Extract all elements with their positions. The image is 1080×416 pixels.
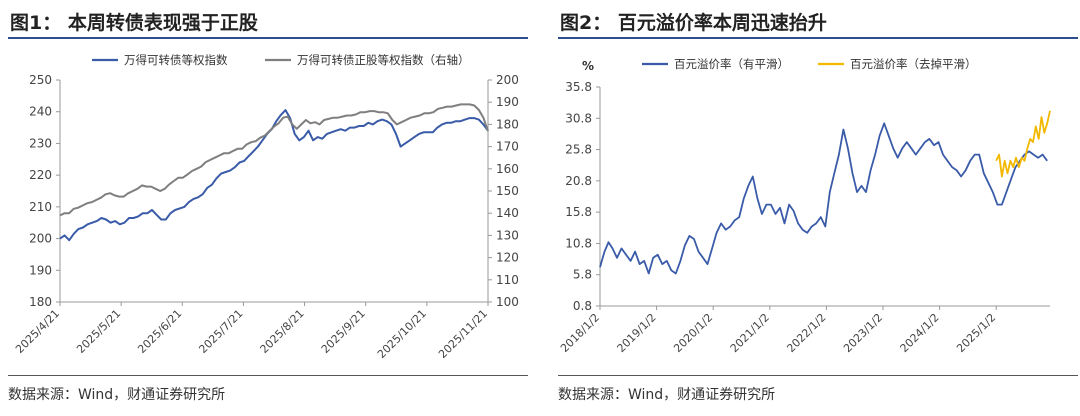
x-axis-tick-label: 2025/7/21 <box>196 307 245 356</box>
x-axis-tick-label: 2025/6/21 <box>135 307 184 356</box>
left-axis-tick-label: 220 <box>29 168 52 182</box>
right-axis-tick-label: 100 <box>496 295 519 309</box>
left-axis-tick-label: 210 <box>29 200 52 214</box>
x-axis-tick-label: 2024/1/2 <box>898 311 942 355</box>
y-axis-tick-label: 10.8 <box>565 236 592 250</box>
chart-1-svg: 180 190 200 210 220 230 240 250 100 110 120 130 140 1… <box>13 53 519 361</box>
left-axis-tick-label: 240 <box>29 105 52 119</box>
legend-label-2: 百元溢价率（去掉平滑） <box>850 57 977 71</box>
x-axis-tick-label: 2019/1/2 <box>615 311 659 355</box>
right-axis-tick-label: 130 <box>496 228 519 242</box>
y-axis-tick-label: 35.8 <box>565 80 592 94</box>
x-axis-tick-label: 2021/1/2 <box>728 311 772 355</box>
legend-label-1: 百元溢价率（有平滑） <box>674 57 789 71</box>
x-axis-tick-label: 2022/1/2 <box>784 311 828 355</box>
source-rule <box>558 375 1078 376</box>
title-rule <box>8 37 528 39</box>
y-axis-tick-label: 20.8 <box>565 174 592 188</box>
chart-panel-1: 图1： 本周转债表现强于正股 180 190 200 210 220 230 240 250 1… <box>0 0 530 416</box>
title-rule <box>558 37 1078 39</box>
x-axis-tick-label: 2018/1/2 <box>558 311 602 355</box>
right-axis-tick-label: 180 <box>496 117 519 131</box>
chart-2-svg: % 0.8 5.8 10.8 15.8 20.8 25.8 30.8 35.8 2018/1/2 2… <box>558 57 1051 355</box>
left-axis-tick-label: 180 <box>29 295 52 309</box>
left-axis-tick-label: 200 <box>29 232 52 246</box>
right-axis-tick-label: 140 <box>496 206 519 220</box>
x-axis-tick-label: 2025/11/21 <box>436 307 490 361</box>
right-axis-tick-label: 170 <box>496 140 519 154</box>
left-axis-tick-label: 230 <box>29 136 52 150</box>
y-axis-tick-label: 25.8 <box>565 143 592 157</box>
right-axis-tick-label: 150 <box>496 184 519 198</box>
y-axis-tick-label: 15.8 <box>565 205 592 219</box>
right-axis-tick-label: 190 <box>496 95 519 109</box>
series-line-1 <box>599 122 1048 275</box>
y-axis-tick-label: 30.8 <box>565 111 592 125</box>
right-axis-tick-label: 160 <box>496 162 519 176</box>
right-axis-tick-label: 110 <box>496 273 519 287</box>
y-axis-unit-label: % <box>582 59 594 73</box>
y-axis-tick-label: 5.8 <box>573 268 592 282</box>
series-line-2 <box>59 103 489 217</box>
source-note: 数据来源：Wind，财通证券研究所 <box>558 387 776 403</box>
legend-label-2: 万得可转债正股等权指数（右轴） <box>297 53 470 67</box>
left-axis-tick-label: 250 <box>29 73 52 87</box>
legend-label-1: 万得可转债等权指数 <box>124 53 228 67</box>
x-axis-tick-label: 2025/10/21 <box>375 307 429 361</box>
x-axis-tick-label: 2020/1/2 <box>671 311 715 355</box>
chart-title: 图2： 百元溢价率本周迅速抬升 <box>560 12 827 34</box>
x-axis-tick-label: 2025/4/21 <box>13 307 62 356</box>
series-line-2 <box>995 110 1051 178</box>
x-axis-tick-label: 2025/1/2 <box>954 311 998 355</box>
x-axis-tick-label: 2025/5/21 <box>74 307 123 356</box>
source-note: 数据来源：Wind，财通证券研究所 <box>8 387 226 403</box>
x-axis-tick-label: 2025/9/21 <box>319 307 368 356</box>
x-axis-tick-label: 2025/8/21 <box>258 307 307 356</box>
chart-title: 图1： 本周转债表现强于正股 <box>10 12 258 34</box>
right-axis-tick-label: 120 <box>496 251 519 265</box>
chart-panel-2: 图2： 百元溢价率本周迅速抬升 % 0.8 5.8 10.8 15.8 20.8 25.8 3… <box>550 0 1080 416</box>
x-axis-tick-label: 2023/1/2 <box>841 311 885 355</box>
left-axis-tick-label: 190 <box>29 263 52 277</box>
series-line-1 <box>59 109 489 242</box>
right-axis-tick-label: 200 <box>496 73 519 87</box>
y-axis-tick-label: 0.8 <box>573 299 592 313</box>
source-rule <box>8 375 528 376</box>
